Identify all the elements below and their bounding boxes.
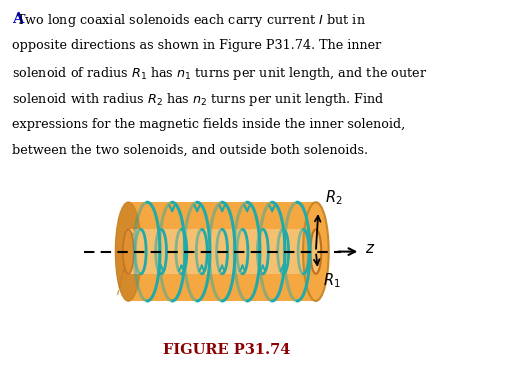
Text: FIGURE P31.74: FIGURE P31.74 xyxy=(164,343,291,357)
Text: Two long coaxial solenoids each carry current $I$ but in: Two long coaxial solenoids each carry cu… xyxy=(12,12,365,29)
Text: between the two solenoids, and outside both solenoids.: between the two solenoids, and outside b… xyxy=(12,144,368,157)
Polygon shape xyxy=(128,229,316,274)
Ellipse shape xyxy=(123,229,134,274)
Text: $z$: $z$ xyxy=(365,242,376,256)
Text: $R_2$: $R_2$ xyxy=(325,188,342,207)
Polygon shape xyxy=(128,202,316,301)
Text: expressions for the magnetic fields inside the inner solenoid,: expressions for the magnetic fields insi… xyxy=(12,118,405,131)
Ellipse shape xyxy=(116,202,141,301)
Text: opposite directions as shown in Figure P31.74. The inner: opposite directions as shown in Figure P… xyxy=(12,38,381,52)
Ellipse shape xyxy=(311,229,321,274)
Text: solenoid of radius $R_1$ has $n_1$ turns per unit length, and the outer: solenoid of radius $R_1$ has $n_1$ turns… xyxy=(12,65,427,82)
Text: A: A xyxy=(12,12,23,26)
Text: solenoid with radius $R_2$ has $n_2$ turns per unit length. Find: solenoid with radius $R_2$ has $n_2$ tur… xyxy=(12,91,384,108)
Ellipse shape xyxy=(303,202,329,301)
Text: $R_1$: $R_1$ xyxy=(323,271,341,290)
